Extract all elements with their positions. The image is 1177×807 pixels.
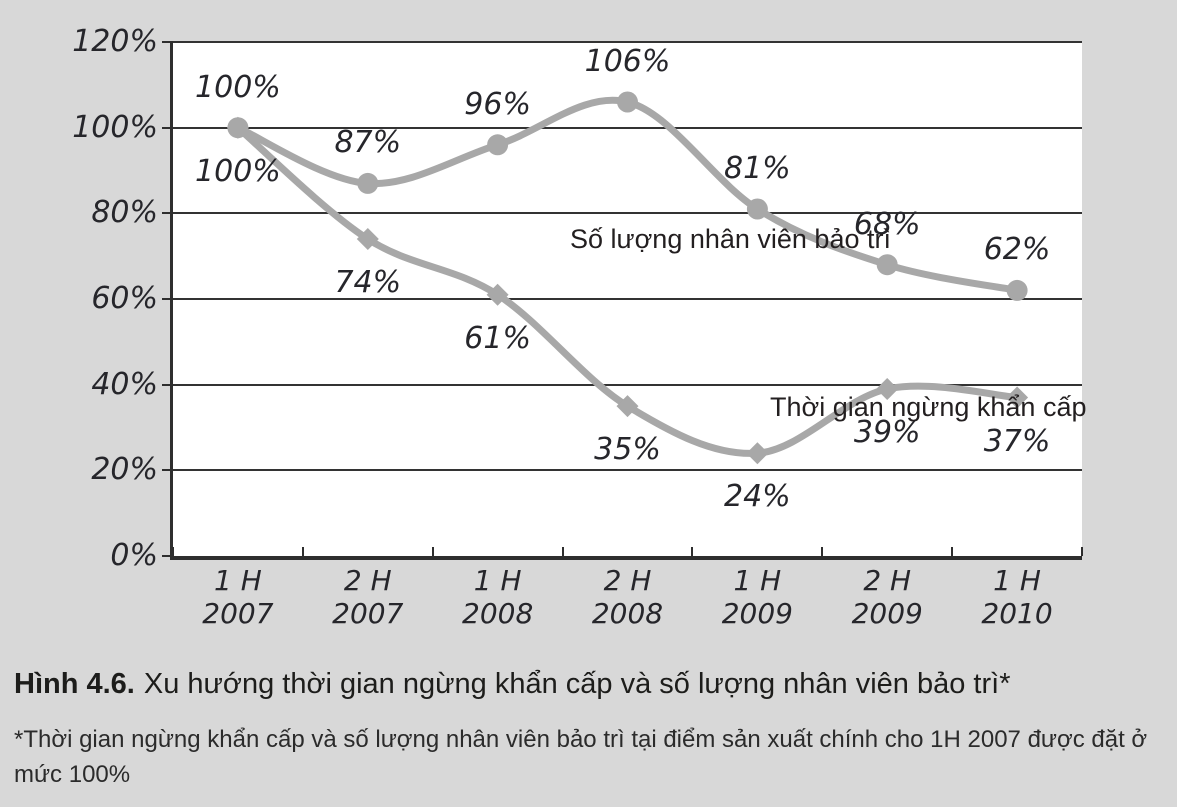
y-tick-label: 0% [110, 538, 158, 573]
x-tick-label-line: 2008 [462, 597, 534, 630]
x-tick-label-line: 2009 [851, 597, 923, 630]
y-tick [162, 555, 172, 557]
y-tick [162, 41, 172, 43]
figure-caption: Hình 4.6. Xu hướng thời gian ngừng khẩn c… [14, 668, 1164, 701]
y-tick-label: 20% [91, 452, 158, 488]
x-tick-label-line: 2009 [721, 597, 793, 630]
data-label: 35% [594, 432, 661, 468]
data-point-marker-diamond [356, 228, 379, 250]
x-tick-label: 2 H 2007 [298, 564, 438, 630]
x-tick-label-line: 2 H [863, 564, 912, 597]
data-label: 81% [724, 151, 791, 187]
y-tick [162, 383, 172, 386]
y-tick-label: 100% [72, 109, 158, 145]
data-point-marker-diamond [1006, 386, 1029, 409]
x-tick-label: 1 H 2009 [687, 564, 827, 630]
data-label: 96% [464, 86, 531, 122]
data-point-marker-circle [487, 134, 509, 156]
series-label-maintenance-staff: Số lượng nhân viên bảo trì [570, 224, 891, 254]
data-label: 62% [983, 232, 1051, 268]
x-tick-label-line: 2010 [981, 597, 1053, 630]
x-axis-line [170, 556, 1082, 560]
y-tick [162, 212, 172, 215]
x-tick [301, 547, 304, 556]
data-point-marker-circle [617, 91, 638, 113]
x-tick-label-line: 2007 [332, 597, 404, 630]
data-label: 74% [334, 265, 402, 301]
data-point-marker-diamond [226, 116, 249, 139]
gridline [173, 469, 1082, 472]
x-tick-label: 1 H 2008 [428, 564, 568, 630]
data-point-marker-circle [1006, 279, 1028, 301]
data-label: 87% [334, 125, 402, 161]
gridline [173, 41, 1082, 43]
data-label: 37% [983, 423, 1051, 459]
x-tick-label-line: 1 H [993, 564, 1041, 597]
x-tick-label-line: 1 H [214, 564, 262, 597]
y-tick [162, 469, 172, 472]
x-tick-label: 1 H 2007 [168, 564, 308, 630]
x-tick-label-line: 2 H [343, 564, 392, 597]
y-tick [162, 298, 172, 300]
y-tick-label: 40% [91, 366, 158, 402]
x-tick-label-line: 1 H [733, 564, 782, 597]
data-point-marker-diamond [876, 378, 899, 400]
figure-footnote: *Thời gian ngừng khẩn cấp và số lượng nh… [14, 726, 1148, 788]
gridline [173, 383, 1082, 386]
x-tick-label-line: 2 H [603, 564, 652, 597]
data-labels-layer: 100% 87% 96% 106% 81% 68% 62% 100% 74% 61% 35% 24% 3… [173, 42, 1082, 556]
gridline [173, 298, 1082, 300]
y-tick-label: 80% [91, 195, 158, 231]
gridline [173, 126, 1082, 129]
y-tick-label: 120% [72, 24, 158, 59]
gridline [173, 212, 1082, 215]
data-label: 39% [853, 414, 921, 450]
x-tick-label: 2 H 2009 [817, 564, 957, 630]
line-chart: 100% 87% 96% 106% 81% 68% 62% 100% 74% 61% 35% 24% 3… [72, 24, 1087, 630]
x-tick [691, 547, 694, 556]
caption-text: Xu hướng thời gian ngừng khẩn cấp và số … [143, 668, 1011, 700]
data-point-marker-diamond [616, 395, 639, 418]
x-tick [951, 547, 954, 556]
x-tick-label-line: 2008 [591, 597, 664, 630]
data-label: 24% [724, 479, 791, 515]
x-tick-label: 1 H 2010 [947, 564, 1087, 630]
x-tick [821, 547, 824, 556]
gridlines-layer [173, 41, 1082, 556]
data-label: 68% [853, 206, 921, 242]
data-point-marker-diamond [486, 283, 509, 306]
y-tick-label: 60% [91, 281, 158, 316]
data-label: 100% [195, 69, 281, 105]
x-tick [561, 547, 564, 556]
x-tick [172, 547, 174, 556]
data-point-marker-circle [876, 254, 898, 276]
y-axis-line [170, 41, 173, 560]
data-label: 61% [464, 320, 531, 356]
data-label: 100% [195, 153, 281, 189]
x-tick-label-line: 1 H [473, 564, 522, 597]
x-tick-label: 2 H 2008 [558, 564, 698, 630]
plot-area: 100% 87% 96% 106% 81% 68% 62% 100% 74% 61% 35% 24% 3… [173, 41, 1087, 556]
data-label: 106% [584, 43, 671, 79]
x-tick [1081, 547, 1083, 556]
x-tick-label-line: 2007 [202, 597, 274, 630]
series-label-emergency-downtime: Thời gian ngừng khẩn cấp [770, 392, 1087, 422]
data-point-marker-circle [357, 172, 379, 194]
figure-number: Hình 4.6. [14, 668, 135, 700]
data-point-marker-diamond [746, 442, 769, 465]
series-lines-svg [226, 91, 1029, 465]
y-tick [162, 126, 172, 129]
x-tick [431, 547, 434, 556]
data-point-marker-circle [746, 198, 768, 220]
